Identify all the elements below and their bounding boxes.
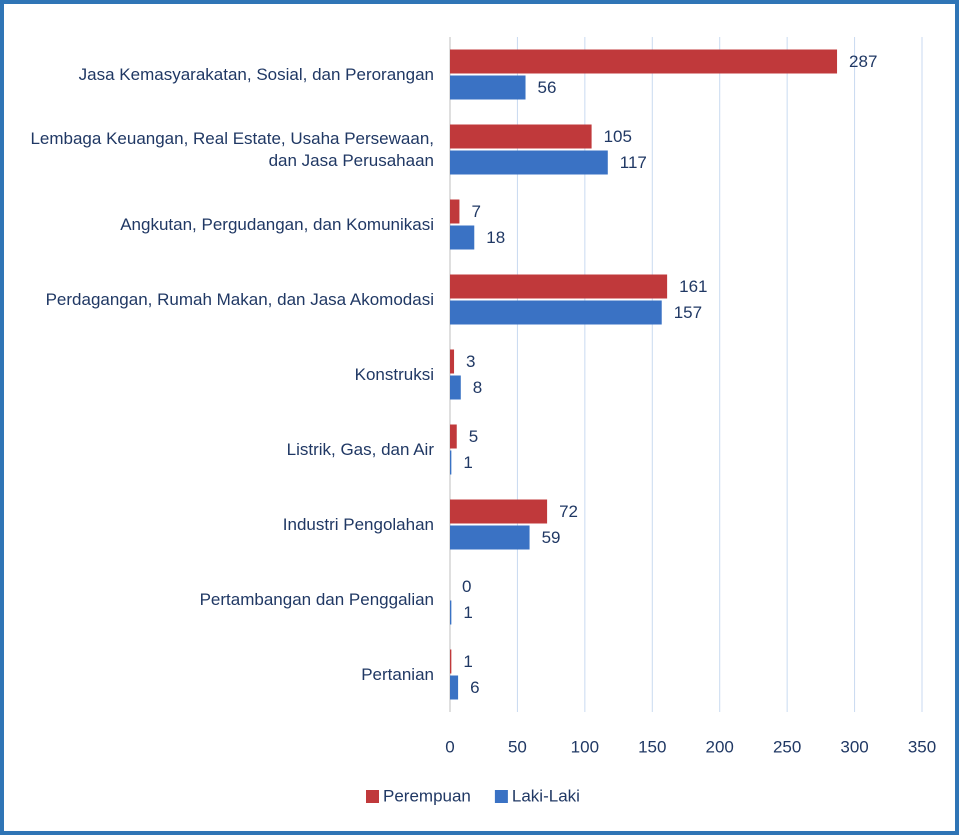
bar <box>450 676 458 700</box>
value-label: 18 <box>486 228 505 247</box>
category-label: Industri Pengolahan <box>14 514 434 536</box>
category-label: Pertambangan dan Penggalian <box>14 589 434 611</box>
category-label: Pertanian <box>14 664 434 686</box>
bar <box>450 151 608 175</box>
bar <box>450 50 837 74</box>
value-label: 105 <box>604 127 632 146</box>
category-label: Jasa Kemasyarakatan, Sosial, dan Peroran… <box>14 64 434 86</box>
value-label: 161 <box>679 277 707 296</box>
bar <box>450 500 547 524</box>
category-label: Konstruksi <box>14 364 434 386</box>
bar <box>450 425 457 449</box>
x-tick-label: 250 <box>773 737 801 756</box>
x-tick-label: 150 <box>638 737 666 756</box>
value-label: 1 <box>463 453 472 472</box>
bar <box>450 200 459 224</box>
x-tick-label: 50 <box>508 737 527 756</box>
bar <box>450 275 667 299</box>
chart-frame: 0501001502002503003502875610511771816115… <box>0 0 959 835</box>
x-tick-label: 300 <box>840 737 868 756</box>
category-label: Angkutan, Pergudangan, dan Komunikasi <box>14 214 434 236</box>
x-tick-label: 350 <box>908 737 936 756</box>
bar <box>450 526 530 550</box>
x-tick-label: 200 <box>706 737 734 756</box>
value-label: 5 <box>469 427 478 446</box>
value-label: 287 <box>849 52 877 71</box>
category-label: Lembaga Keuangan, Real Estate, Usaha Per… <box>14 128 434 172</box>
category-label: Listrik, Gas, dan Air <box>14 439 434 461</box>
legend-label: Perempuan <box>383 786 471 805</box>
bar <box>450 76 526 100</box>
value-label: 7 <box>471 202 480 221</box>
value-label: 59 <box>542 528 561 547</box>
value-label: 1 <box>463 652 472 671</box>
value-label: 3 <box>466 352 475 371</box>
legend-swatch <box>366 790 379 803</box>
category-label: Perdagangan, Rumah Makan, dan Jasa Akomo… <box>14 289 434 311</box>
x-tick-label: 100 <box>571 737 599 756</box>
bar <box>450 650 451 674</box>
value-label: 56 <box>538 78 557 97</box>
value-label: 6 <box>470 678 479 697</box>
value-label: 157 <box>674 303 702 322</box>
legend-swatch <box>495 790 508 803</box>
value-label: 8 <box>473 378 482 397</box>
value-label: 117 <box>620 153 647 172</box>
legend-label: Laki-Laki <box>512 786 580 805</box>
value-label: 1 <box>463 603 472 622</box>
bar <box>450 601 451 625</box>
bar <box>450 376 461 400</box>
bar <box>450 451 451 475</box>
bar <box>450 125 592 149</box>
bar <box>450 350 454 374</box>
value-label: 0 <box>462 577 471 596</box>
bar <box>450 301 662 325</box>
x-tick-label: 0 <box>445 737 454 756</box>
bar <box>450 226 474 250</box>
value-label: 72 <box>559 502 578 521</box>
